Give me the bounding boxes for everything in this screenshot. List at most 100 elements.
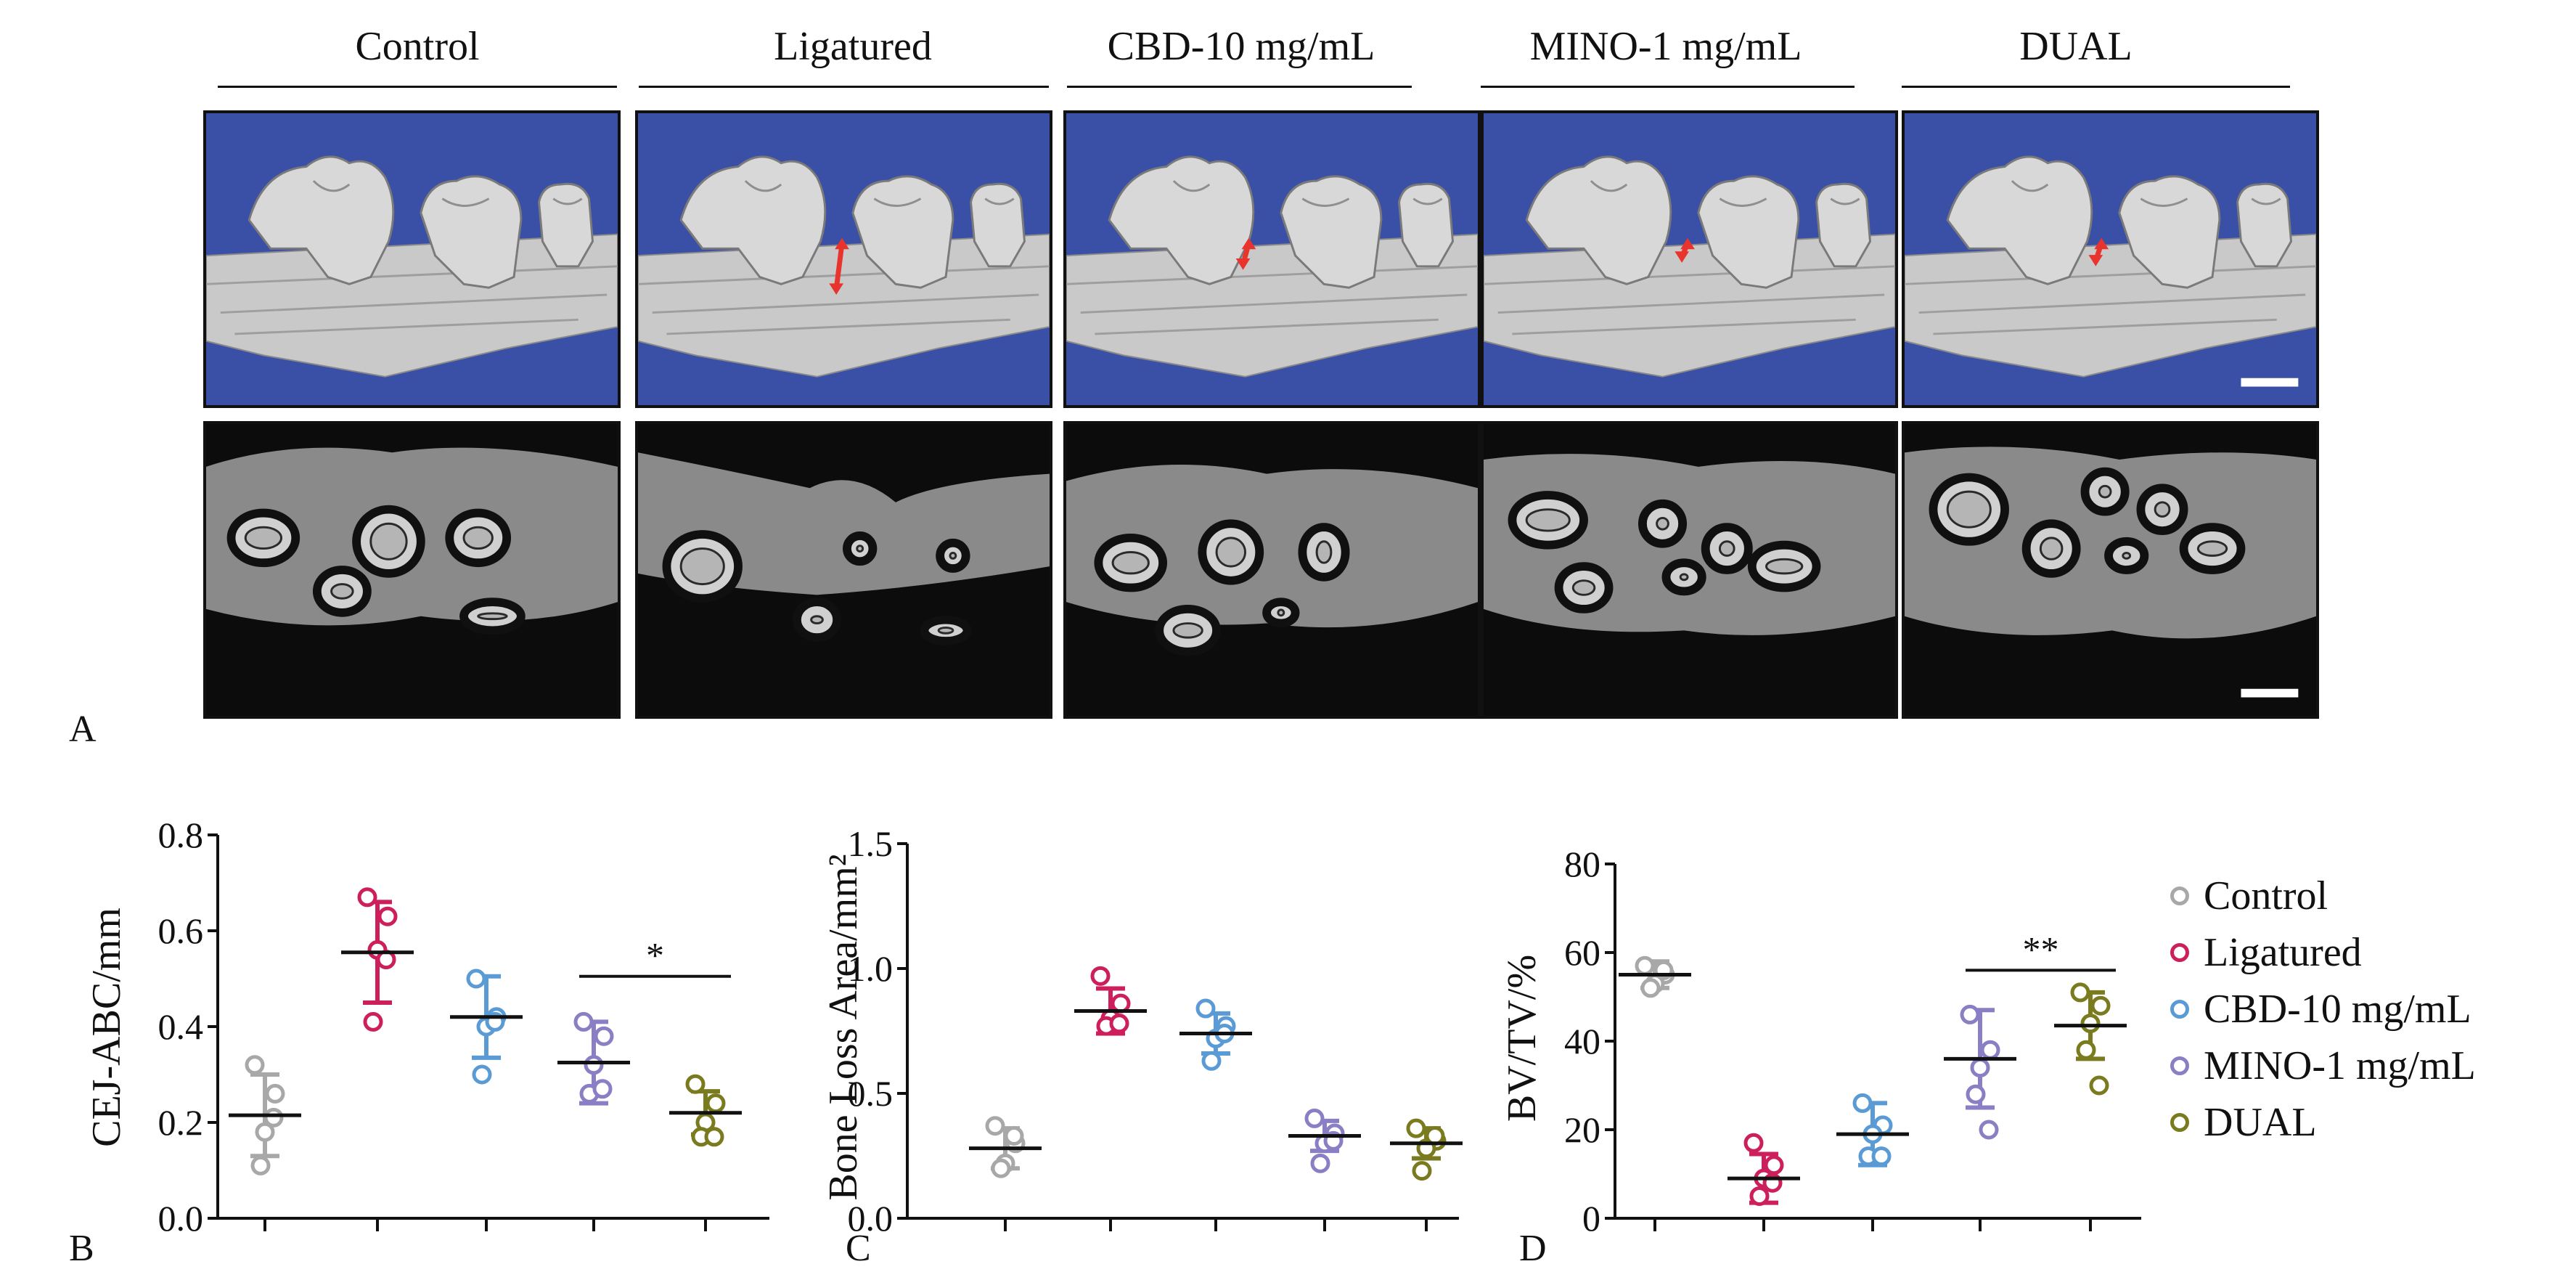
micro-ct-render-tile	[1902, 110, 2319, 408]
legend-label: Ligatured	[2204, 930, 2362, 975]
data-point	[1852, 1093, 1873, 1113]
y-tick-label: 0.2	[158, 1102, 204, 1143]
data-point	[1966, 1084, 1986, 1104]
data-point	[265, 1083, 285, 1104]
y-tick-label: 20	[1564, 1109, 1600, 1150]
group-header-underline	[1902, 86, 2290, 88]
legend-label: DUAL	[2204, 1100, 2317, 1145]
data-point	[1871, 1146, 1892, 1167]
data-point	[1635, 955, 1655, 976]
micro-ct-section-tile	[635, 421, 1052, 719]
group-header-underline	[639, 86, 1049, 88]
group-header-underline	[1067, 86, 1412, 88]
panel-label-c: C	[846, 1228, 871, 1269]
significance-label: **	[2023, 929, 2059, 969]
legend: Control Ligatured CBD-10 mg/mL MINO-1 mg/mL…	[2170, 868, 2476, 1151]
group-header-underline	[1481, 86, 1855, 88]
panel-label-d: D	[1519, 1228, 1547, 1269]
legend-marker	[2170, 943, 2189, 962]
data-point	[1743, 1133, 1764, 1153]
legend-item: Control	[2170, 868, 2476, 924]
group-header: Control	[355, 24, 480, 69]
micro-ct-section-tile	[1063, 421, 1481, 719]
series-group	[229, 1055, 301, 1175]
data-point	[1412, 1161, 1432, 1181]
data-point	[1749, 1186, 1770, 1206]
series-group	[1390, 1118, 1463, 1181]
data-point	[2089, 1075, 2109, 1096]
data-point	[594, 1026, 614, 1046]
group-header-underline	[218, 86, 617, 88]
legend-label: CBD-10 mg/mL	[2204, 987, 2471, 1032]
legend-item: MINO-1 mg/mL	[2170, 1037, 2476, 1094]
data-point	[1960, 1004, 1980, 1024]
data-point	[250, 1155, 271, 1175]
series-group	[1619, 955, 1691, 998]
series-group	[669, 1074, 742, 1147]
data-point	[255, 1122, 275, 1142]
legend-item: Ligatured	[2170, 924, 2476, 981]
y-tick-label: 60	[1564, 932, 1600, 973]
series-group	[1179, 998, 1252, 1071]
group-header: Ligatured	[774, 24, 932, 69]
legend-marker	[2170, 1113, 2189, 1132]
y-tick-label: 0	[1582, 1198, 1600, 1239]
data-point	[472, 1064, 492, 1085]
series-group	[1944, 1004, 2016, 1140]
y-tick-label: 40	[1564, 1021, 1600, 1061]
micro-ct-render-tile	[1481, 110, 1898, 408]
data-point	[377, 906, 398, 926]
legend-marker	[2170, 1000, 2189, 1019]
legend-marker	[2170, 1056, 2189, 1075]
micro-ct-render-tile	[635, 110, 1052, 408]
y-axis-label: BV/TV/%	[1500, 955, 1545, 1122]
data-point	[1764, 1155, 1784, 1175]
series-group	[557, 1011, 630, 1106]
legend-label: MINO-1 mg/mL	[2204, 1043, 2476, 1088]
series-group	[450, 969, 523, 1085]
data-point	[2090, 995, 2111, 1016]
data-point	[985, 1116, 1005, 1136]
y-tick-label: 0.0	[848, 1198, 894, 1239]
data-point	[1406, 1118, 1426, 1138]
data-point	[357, 887, 377, 908]
panel-label-a: A	[69, 709, 97, 750]
data-point	[592, 1079, 613, 1099]
y-tick-label: 0.8	[158, 815, 204, 855]
data-point	[685, 1074, 706, 1094]
data-point	[1980, 1040, 2000, 1060]
data-point	[1109, 1014, 1129, 1034]
data-point	[1640, 978, 1661, 998]
y-tick-label: 0.0	[158, 1198, 204, 1239]
data-point	[1310, 1153, 1330, 1173]
micro-ct-render-tile	[1063, 110, 1481, 408]
legend-item: CBD-10 mg/mL	[2170, 981, 2476, 1037]
legend-marker	[2170, 886, 2189, 905]
data-point	[2076, 1040, 2096, 1060]
series-group	[2054, 982, 2127, 1096]
data-point	[466, 969, 486, 989]
significance-label: *	[646, 935, 664, 976]
data-point	[1195, 998, 1216, 1019]
series-group	[969, 1116, 1042, 1178]
data-point	[1201, 1051, 1222, 1071]
micro-ct-section-tile	[203, 421, 621, 719]
data-point	[1970, 1058, 1990, 1078]
data-point	[704, 1127, 724, 1147]
series-group	[1836, 1093, 1909, 1167]
y-tick-label: 0.4	[158, 1006, 204, 1047]
group-header: DUAL	[2019, 24, 2133, 69]
legend-item: DUAL	[2170, 1094, 2476, 1151]
data-point	[2080, 1014, 2101, 1034]
series-group	[1288, 1108, 1361, 1173]
series-group	[341, 887, 414, 1032]
y-tick-label: 0.5	[848, 1073, 894, 1114]
legend-label: Control	[2204, 873, 2328, 918]
data-point	[245, 1055, 265, 1075]
data-point	[2070, 982, 2090, 1003]
data-point	[573, 1011, 594, 1032]
y-tick-label: 0.6	[158, 910, 204, 951]
group-header: MINO-1 mg/mL	[1529, 24, 1802, 69]
